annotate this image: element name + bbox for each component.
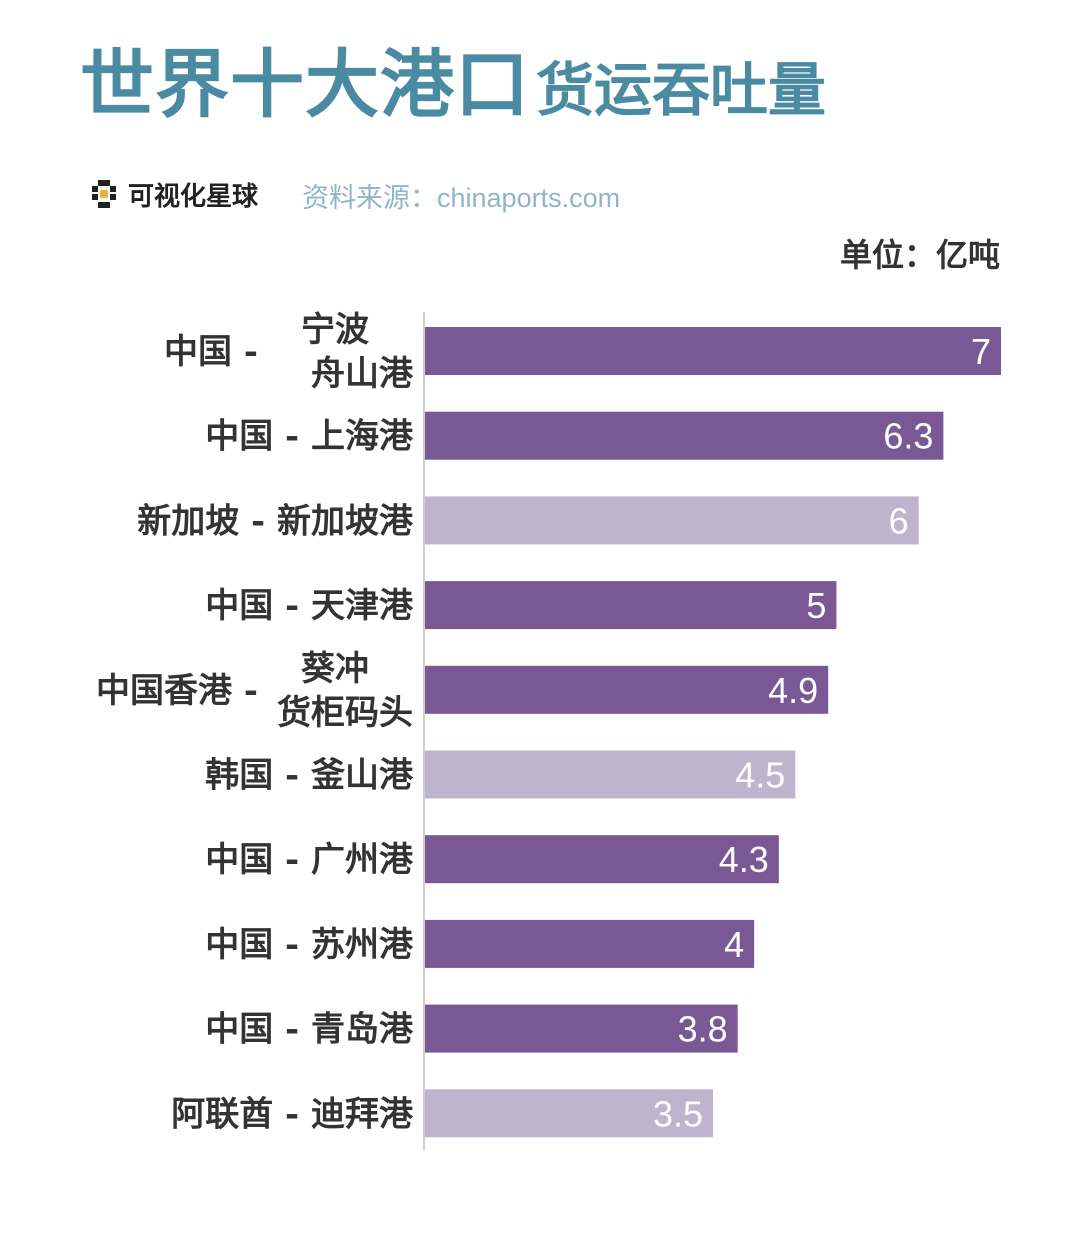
category-label: 中国 - 上海港 — [205, 417, 414, 457]
title-main: 世界十大港口 — [80, 42, 530, 128]
bar — [425, 750, 796, 799]
value-label: 6 — [889, 500, 909, 541]
value-label: 6.3 — [883, 416, 933, 457]
value-label: 4.9 — [768, 670, 818, 711]
source-text: 资料来源：chinaports.com — [302, 183, 621, 213]
category-label: 韩国 - 釜山港 — [205, 756, 414, 796]
category-label: 中国 -宁波舟山港 — [164, 310, 414, 394]
bar — [425, 835, 779, 884]
title-sub: 货运吞吐量 — [536, 56, 827, 124]
bar — [425, 411, 944, 460]
bar — [425, 496, 919, 545]
value-label: 4 — [724, 924, 744, 965]
value-label: 7 — [971, 331, 991, 372]
value-label: 4.3 — [719, 839, 769, 880]
bar — [425, 1004, 738, 1053]
value-label: 4.5 — [735, 755, 785, 796]
category-label: 新加坡 - 新加坡港 — [137, 501, 414, 541]
category-label: 中国 - 青岛港 — [205, 1010, 414, 1050]
bar — [425, 327, 1001, 375]
category-label: 中国 - 苏州港 — [205, 925, 414, 965]
bar — [425, 665, 829, 714]
unit-label: 单位：亿吨 — [839, 236, 1000, 274]
brand: 可视化星球 — [88, 174, 258, 214]
visual-planet-logo-icon — [92, 180, 116, 208]
category-label: 中国 - 广州港 — [205, 840, 414, 880]
bar — [425, 1089, 713, 1138]
value-label: 3.5 — [653, 1093, 703, 1134]
category-label: 中国 - 天津港 — [205, 586, 414, 626]
value-label: 5 — [806, 585, 826, 626]
category-label: 中国香港 -葵冲货柜码头 — [96, 649, 413, 733]
bar — [425, 919, 755, 968]
chart-title: 世界十大港口 货运吞吐量 — [80, 48, 1040, 122]
bar — [425, 581, 837, 630]
value-label: 3.8 — [678, 1009, 728, 1050]
brand-name: 可视化星球 — [128, 181, 259, 212]
category-label: 阿联酋 - 迪拜港 — [171, 1094, 414, 1134]
